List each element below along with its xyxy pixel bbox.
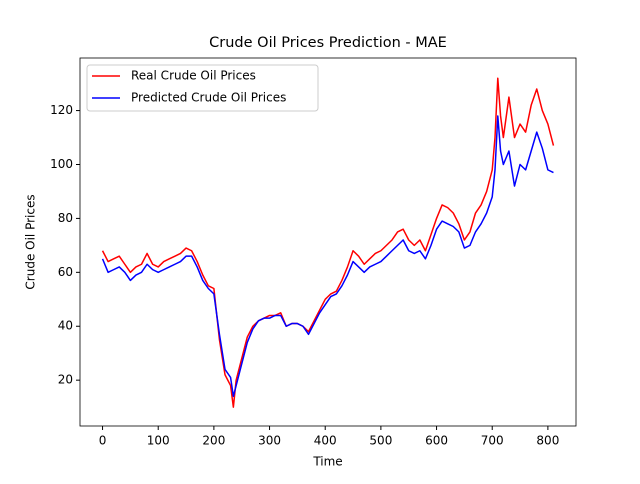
series-line — [101, 115, 554, 398]
y-tick-label: 20 — [58, 373, 73, 387]
y-axis-label: Crude Oil Prices — [24, 194, 38, 289]
legend-label: Predicted Crude Oil Prices — [131, 91, 286, 105]
x-axis-label: Time — [312, 455, 342, 469]
x-tick-label: 100 — [147, 434, 170, 448]
x-tick-label: 600 — [425, 434, 448, 448]
x-tick-label: 500 — [369, 434, 392, 448]
x-tick-label: 300 — [258, 434, 281, 448]
series-line — [101, 77, 555, 408]
x-tick-label: 700 — [481, 434, 504, 448]
plot-frame — [79, 57, 577, 427]
legend-label: Real Crude Oil Prices — [131, 69, 256, 83]
x-tick-label: 400 — [314, 434, 337, 448]
y-tick-label: 120 — [50, 103, 73, 117]
x-tick-label: 200 — [202, 434, 225, 448]
legend-box — [86, 64, 319, 112]
y-tick-label: 80 — [58, 211, 73, 225]
y-tick-label: 60 — [58, 265, 73, 279]
y-tick-label: 40 — [58, 319, 73, 333]
x-tick-label: 0 — [99, 434, 107, 448]
x-tick-label: 800 — [536, 434, 559, 448]
chart-title: Crude Oil Prices Prediction - MAE — [209, 35, 447, 51]
y-tick-label: 100 — [50, 157, 73, 171]
